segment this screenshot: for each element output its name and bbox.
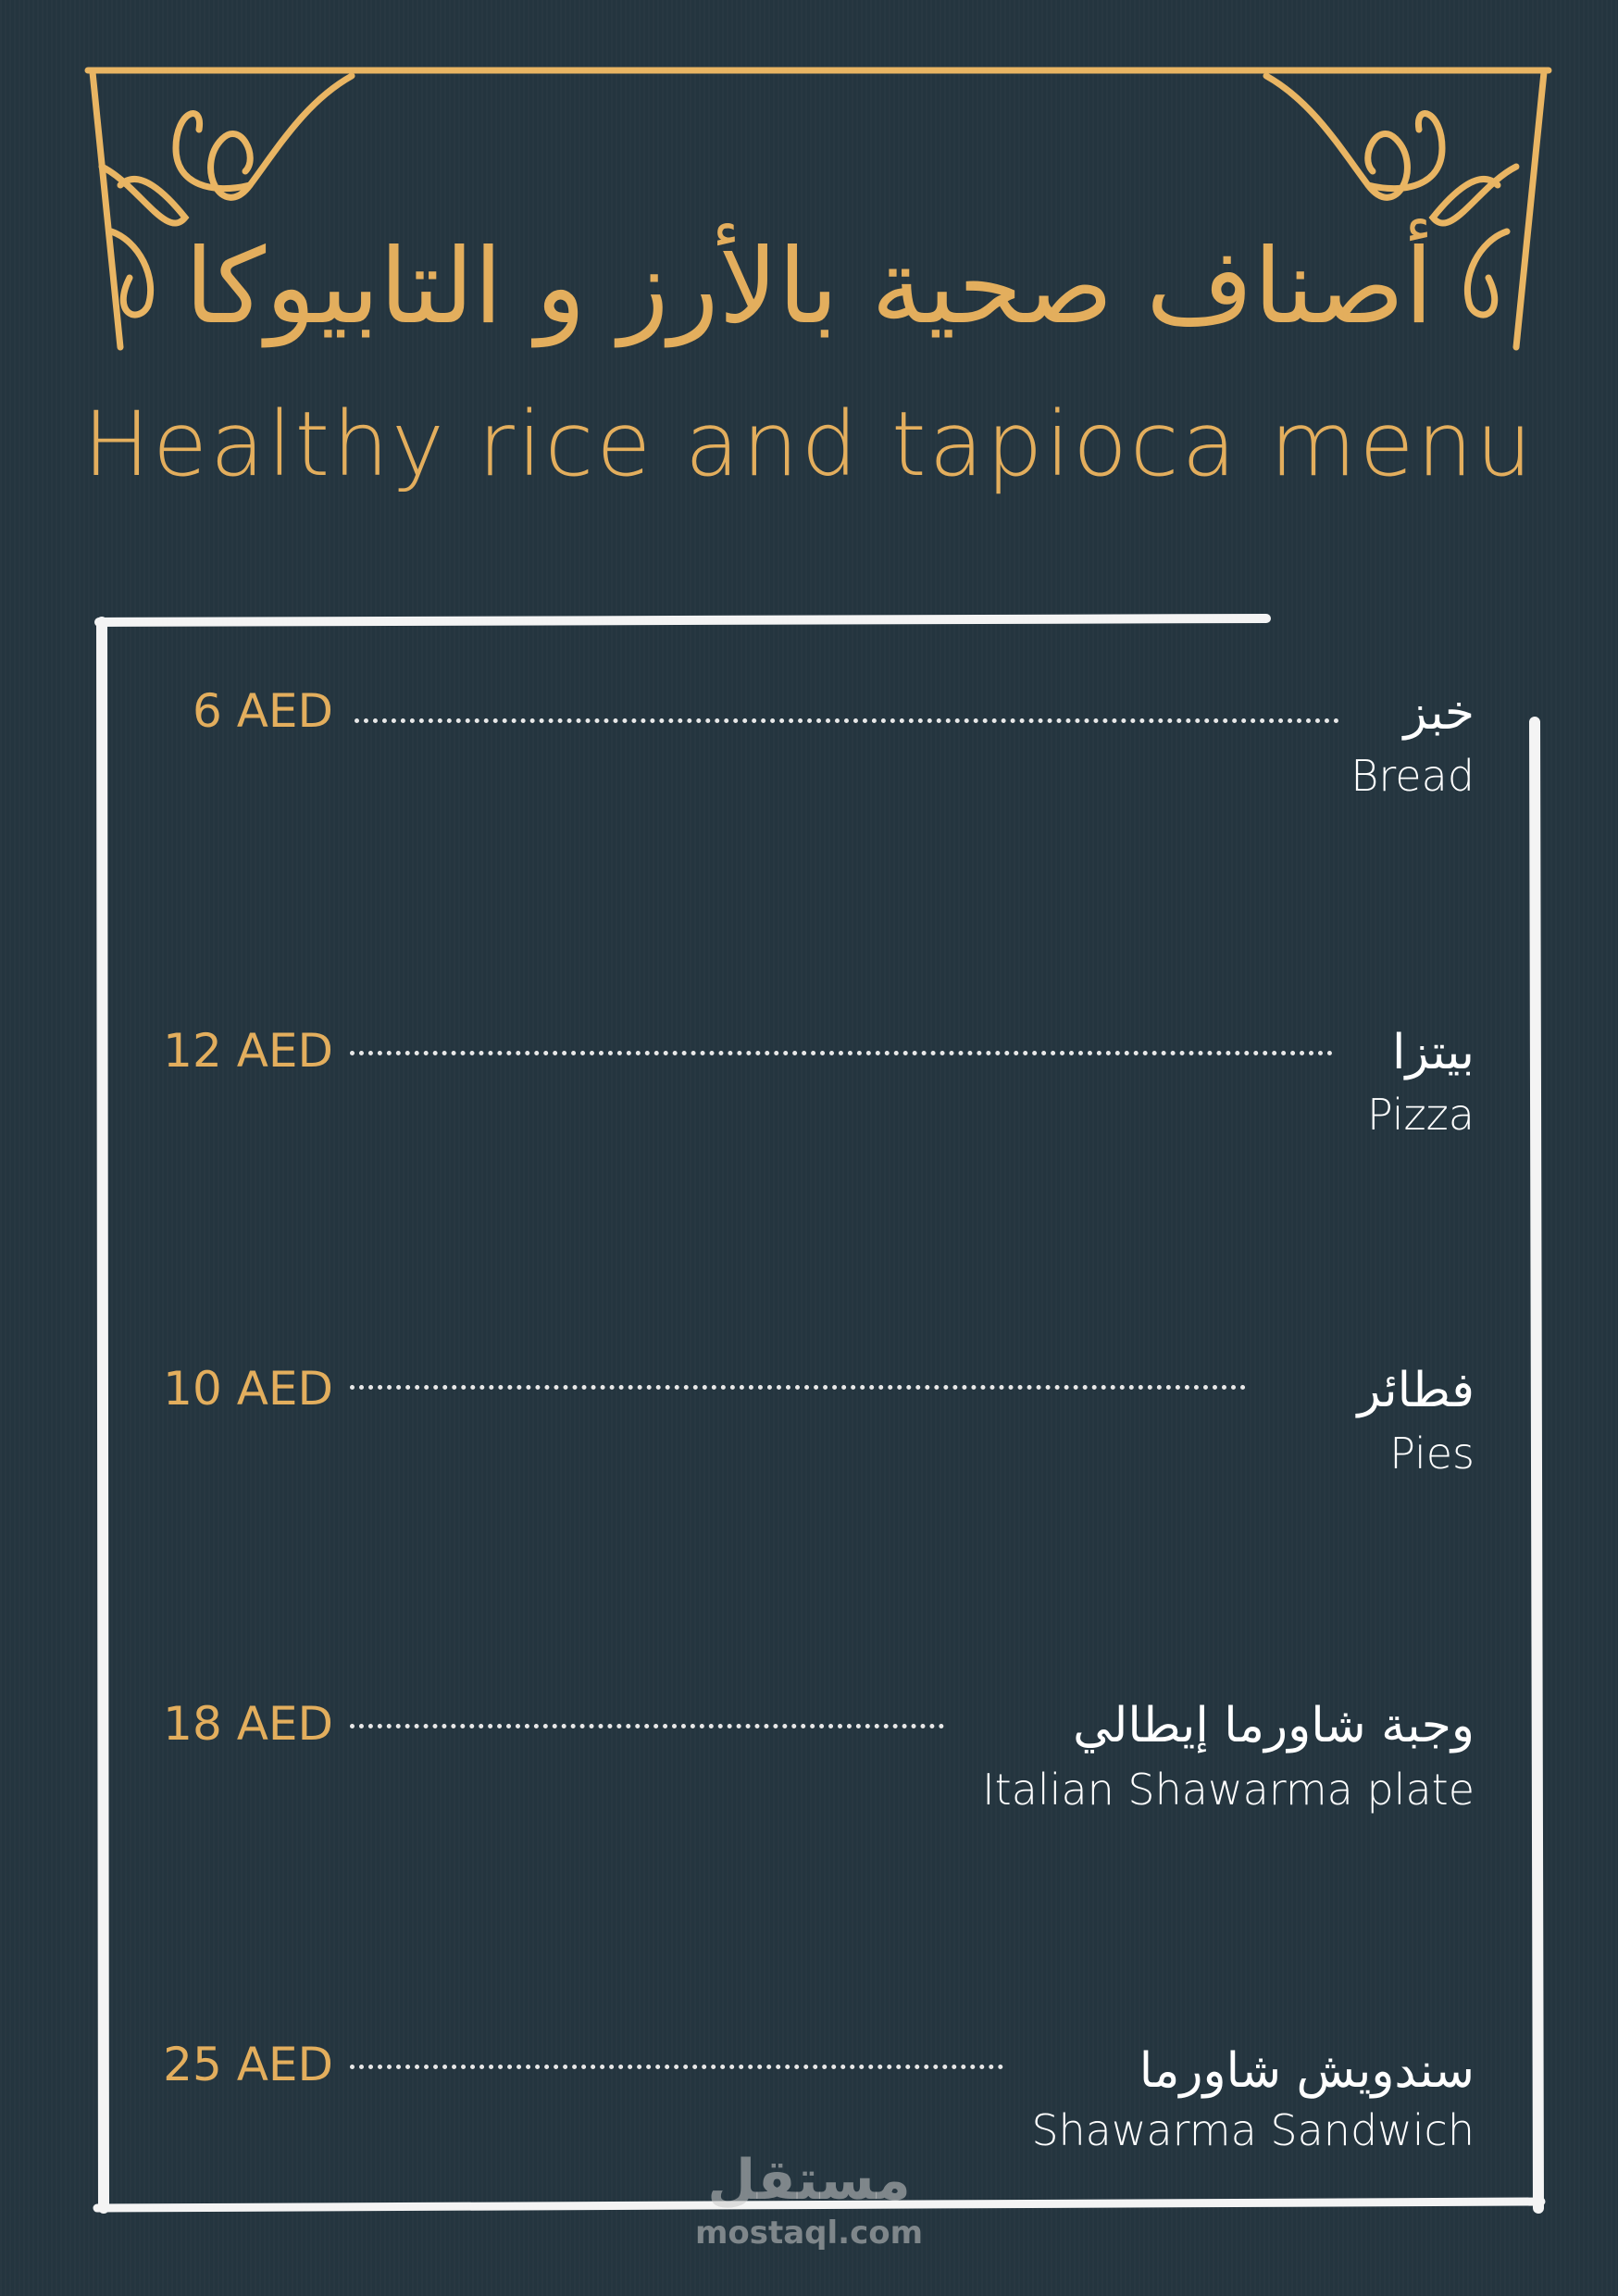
item-name-arabic: فطائر — [1357, 1363, 1475, 1418]
item-name-arabic: سندويش شاورما — [1139, 2043, 1475, 2099]
item-name-arabic: بيتزا — [1392, 1025, 1475, 1080]
dotted-leader — [355, 718, 1339, 723]
item-price: 18 AED — [163, 1697, 333, 1751]
dotted-leader — [350, 1385, 1246, 1390]
title-english: Healthy rice and tapioca menu — [82, 393, 1536, 496]
item-name-english: Pizza — [1367, 1090, 1475, 1140]
watermark-logo: مستقل — [707, 2148, 911, 2213]
dotted-leader — [350, 1724, 944, 1728]
item-price: 6 AED — [192, 684, 333, 738]
item-name-arabic: خبز — [1403, 685, 1475, 741]
item-price: 12 AED — [163, 1024, 333, 1078]
item-name-english: Shawarma Sandwich — [1031, 2105, 1475, 2155]
item-name-arabic: وجبة شاورما إيطالي — [1073, 1698, 1475, 1753]
item-price: 10 AED — [163, 1362, 333, 1416]
title-arabic: أصناف صحية بالأرز و التابيوكا — [184, 227, 1434, 347]
dotted-leader — [350, 2065, 1003, 2069]
gold-ornamental-frame — [84, 67, 1552, 351]
item-name-english: Bread — [1350, 751, 1475, 801]
item-name-english: Italian Shawarma plate — [982, 1765, 1475, 1815]
watermark-site: mostaql.com — [694, 2215, 924, 2252]
dotted-leader — [350, 1051, 1333, 1055]
item-name-english: Pies — [1389, 1429, 1475, 1479]
item-price: 25 AED — [163, 2038, 333, 2091]
